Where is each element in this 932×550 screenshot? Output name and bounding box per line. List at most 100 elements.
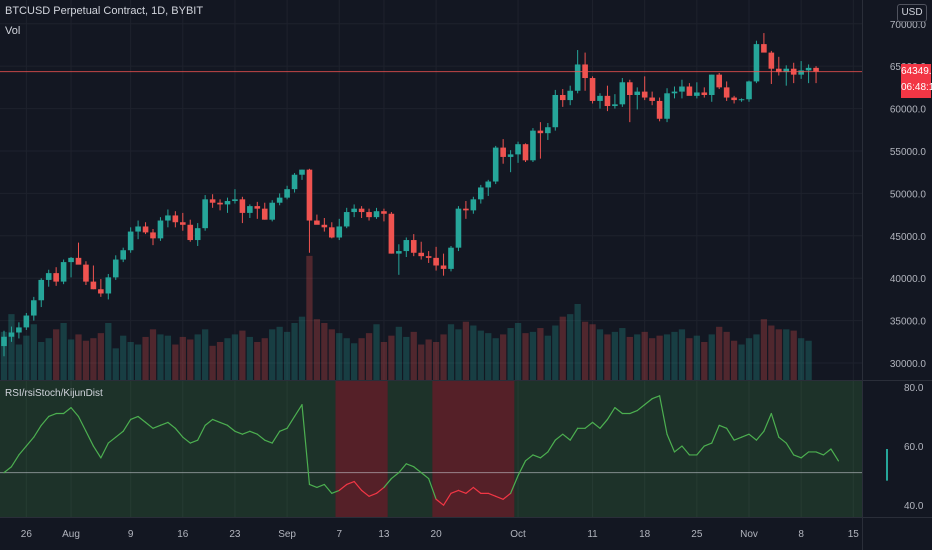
candle xyxy=(410,234,417,257)
rsi-segment xyxy=(636,404,646,412)
volume-bar xyxy=(403,336,410,380)
volume-bar xyxy=(246,336,253,380)
volume-bar xyxy=(544,335,551,380)
rsi-segment xyxy=(822,448,832,456)
volume-bar xyxy=(283,331,291,380)
candle xyxy=(8,326,15,342)
candle xyxy=(798,61,804,79)
candle-body xyxy=(23,315,30,328)
candle xyxy=(38,278,45,308)
candle-body xyxy=(455,208,462,248)
candle xyxy=(224,197,231,213)
candle xyxy=(627,79,633,123)
candle-body xyxy=(753,44,760,82)
candle xyxy=(612,94,618,109)
indicator-background xyxy=(0,381,862,517)
candle xyxy=(746,80,752,102)
rsi-segment xyxy=(770,412,780,438)
volume-bar xyxy=(127,342,134,380)
rsi-segment xyxy=(435,498,445,506)
candle-body xyxy=(8,332,15,337)
candle-body xyxy=(60,262,67,282)
volume-bar xyxy=(90,338,97,380)
rsi-segment xyxy=(591,421,601,429)
candle xyxy=(396,244,402,275)
volume-bar xyxy=(202,329,209,380)
candle-body xyxy=(515,144,521,155)
candle-body xyxy=(507,154,514,157)
price-tick-label: 40000.0 xyxy=(890,274,927,285)
candle-body xyxy=(1,336,7,347)
candle xyxy=(254,201,261,219)
candle xyxy=(247,204,253,218)
candle-body xyxy=(306,169,313,221)
candle xyxy=(284,185,290,200)
candle xyxy=(425,251,432,263)
volume-bar xyxy=(8,314,15,380)
candle xyxy=(276,193,283,206)
time-tick-label: 11 xyxy=(587,529,598,540)
volume-bar xyxy=(663,334,671,380)
candle xyxy=(142,222,149,235)
rsi-segment xyxy=(495,495,504,500)
indicator-tick-label: 40.0 xyxy=(904,501,924,512)
volume-bar xyxy=(45,338,52,380)
symbol-title: BTCUSD Perpetual Contract, 1D, BYBIT xyxy=(5,5,204,17)
candle xyxy=(329,222,335,239)
candle xyxy=(522,143,529,163)
rsi-segment xyxy=(77,415,87,432)
rsi-segment xyxy=(107,436,117,444)
candle xyxy=(98,279,104,297)
candle-body xyxy=(723,87,730,98)
time-tick-label: 18 xyxy=(639,529,651,540)
rsi-segment xyxy=(413,466,422,474)
rsi-segment xyxy=(234,430,243,435)
candle-body xyxy=(425,256,432,258)
rsi-segment xyxy=(681,445,691,456)
volume-bar xyxy=(15,344,23,380)
time-tick-label: Aug xyxy=(62,529,80,540)
currency-button[interactable]: USD xyxy=(897,4,927,22)
time-tick-label: 9 xyxy=(128,529,134,540)
volume-bar xyxy=(619,328,626,380)
candle xyxy=(209,194,216,208)
volume-bar xyxy=(224,338,231,380)
price-tick-label: 50000.0 xyxy=(890,189,927,200)
rsi-segment xyxy=(763,412,772,432)
candle xyxy=(448,245,454,272)
rsi-segment xyxy=(137,415,147,423)
volume-bar xyxy=(559,316,566,380)
rsi-segment xyxy=(383,477,392,489)
candle xyxy=(366,208,372,221)
candle xyxy=(187,219,194,242)
rsi-segment xyxy=(18,445,27,456)
candle-body xyxy=(798,70,804,75)
candle-body xyxy=(716,74,722,88)
candle xyxy=(731,95,737,104)
volume-bar xyxy=(60,323,67,380)
volume-bar xyxy=(358,338,365,380)
candle xyxy=(150,229,156,246)
rsi-last-bar xyxy=(886,449,888,481)
candle xyxy=(567,85,573,106)
volume-bar xyxy=(134,344,142,380)
candle xyxy=(299,169,305,180)
rsi-segment xyxy=(599,418,609,429)
rsi-segment xyxy=(502,492,512,500)
rsi-segment xyxy=(673,445,683,453)
rsi-segment xyxy=(226,424,236,432)
time-tick-label: Nov xyxy=(740,529,758,540)
volume-bar xyxy=(75,334,82,380)
candle xyxy=(619,78,626,107)
rsi-segment xyxy=(122,418,132,432)
volume-bar xyxy=(313,319,321,380)
rsi-segment xyxy=(92,445,102,459)
candle xyxy=(783,65,790,86)
candle-body xyxy=(388,213,395,254)
candle xyxy=(761,33,767,53)
candle xyxy=(45,269,52,287)
rsi-segment xyxy=(189,439,199,444)
volume-bar xyxy=(522,333,529,380)
candle-body xyxy=(53,273,59,282)
